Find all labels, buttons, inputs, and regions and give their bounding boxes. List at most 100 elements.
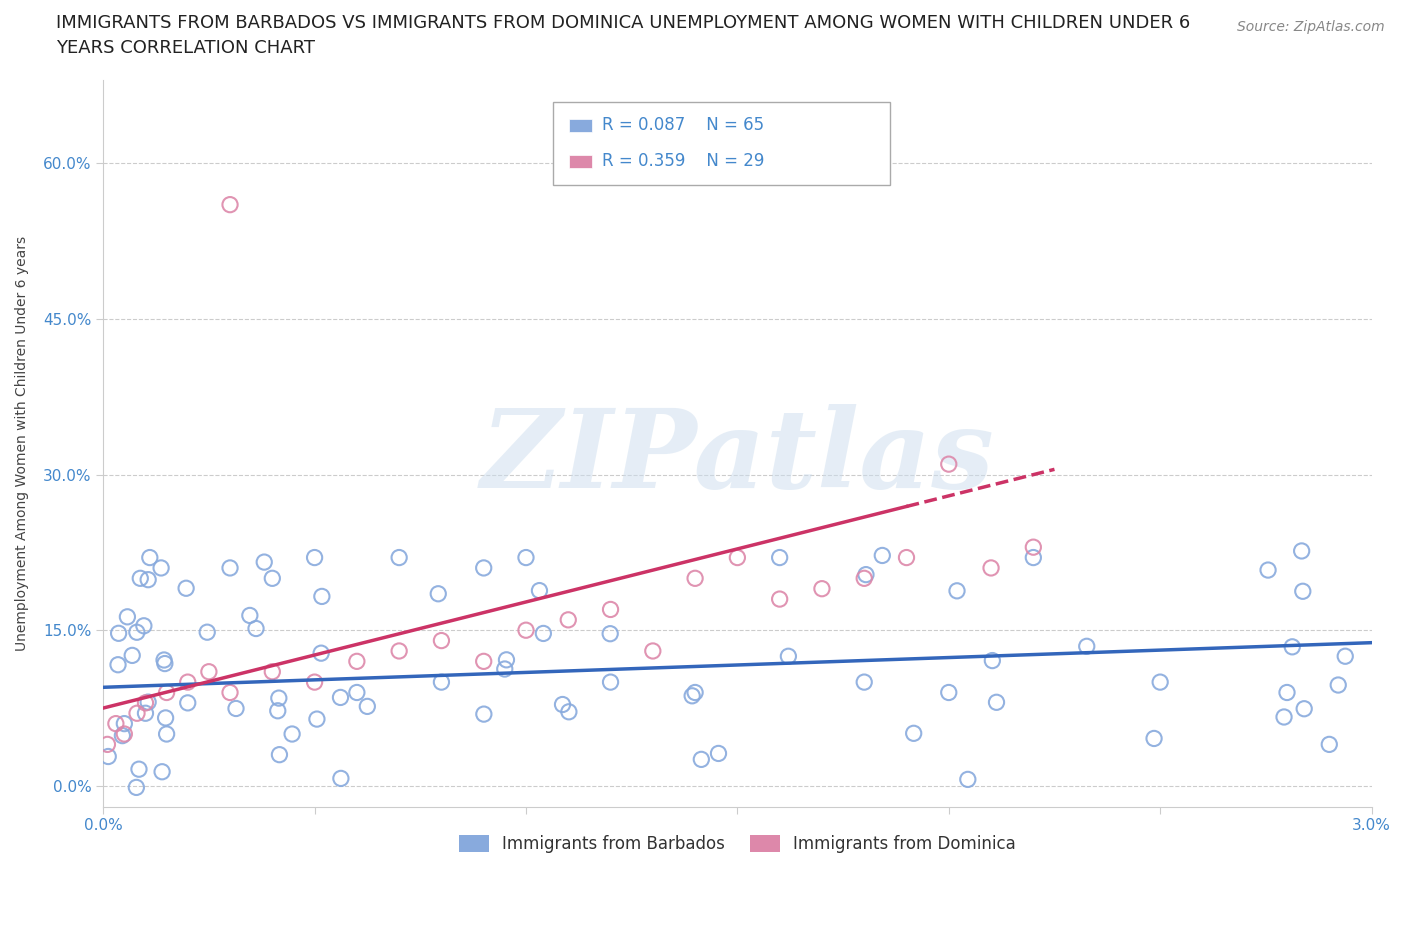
Point: [267, 703, 290, 718]
Point: [388, 551, 411, 565]
Point: [599, 602, 621, 617]
Point: [683, 571, 706, 586]
Point: [150, 561, 173, 576]
Point: [219, 685, 242, 700]
Point: [329, 690, 352, 705]
Point: [430, 633, 453, 648]
Point: [304, 674, 326, 689]
Point: [811, 581, 834, 596]
Point: [1334, 649, 1357, 664]
Point: [117, 609, 139, 624]
Point: [305, 711, 328, 726]
Point: [134, 696, 156, 711]
Point: [136, 695, 159, 710]
Point: [219, 197, 242, 212]
Point: [558, 704, 581, 719]
Point: [153, 657, 176, 671]
Point: [531, 626, 554, 641]
Text: ZIPatlas: ZIPatlas: [481, 405, 994, 512]
Point: [134, 706, 156, 721]
Point: [855, 567, 877, 582]
Point: [104, 716, 127, 731]
Point: [253, 554, 276, 569]
Point: [346, 654, 368, 669]
Point: [245, 621, 267, 636]
Point: [1257, 563, 1279, 578]
Point: [1327, 678, 1350, 693]
Point: [136, 572, 159, 587]
Point: [388, 644, 411, 658]
Point: [125, 625, 148, 640]
Point: [1317, 737, 1340, 751]
Point: [139, 551, 162, 565]
Bar: [554, 102, 890, 185]
Point: [1294, 701, 1316, 716]
Point: [195, 625, 218, 640]
Bar: [568, 155, 592, 168]
Point: [495, 652, 517, 667]
Point: [515, 623, 537, 638]
Point: [980, 561, 1002, 576]
Point: [690, 752, 713, 767]
Point: [472, 561, 495, 576]
Point: [1272, 710, 1295, 724]
Point: [853, 571, 876, 586]
Point: [681, 688, 703, 703]
Point: [309, 645, 332, 660]
Point: [430, 674, 453, 689]
Point: [641, 644, 664, 658]
Point: [111, 728, 134, 743]
Point: [707, 746, 730, 761]
Point: [262, 664, 284, 679]
Point: [778, 649, 800, 664]
Point: [472, 654, 495, 669]
Text: R = 0.359    N = 29: R = 0.359 N = 29: [602, 153, 763, 170]
Point: [96, 737, 118, 751]
Point: [872, 548, 894, 563]
Point: [125, 780, 148, 795]
Point: [150, 764, 173, 779]
Point: [156, 685, 179, 700]
Point: [853, 674, 876, 689]
Point: [427, 586, 450, 601]
Point: [311, 589, 333, 604]
Point: [1281, 640, 1303, 655]
Point: [121, 648, 143, 663]
Point: [97, 749, 120, 764]
Point: [346, 685, 368, 700]
Point: [769, 591, 792, 606]
Bar: [568, 119, 592, 132]
Text: YEARS CORRELATION CHART: YEARS CORRELATION CHART: [56, 39, 315, 57]
Point: [267, 691, 290, 706]
Point: [156, 726, 179, 741]
Point: [281, 726, 304, 741]
Point: [515, 551, 537, 565]
Text: IMMIGRANTS FROM BARBADOS VS IMMIGRANTS FROM DOMINICA UNEMPLOYMENT AMONG WOMEN WI: IMMIGRANTS FROM BARBADOS VS IMMIGRANTS F…: [56, 14, 1191, 32]
Point: [1022, 551, 1045, 565]
Point: [304, 551, 326, 565]
Point: [599, 674, 621, 689]
Point: [177, 696, 200, 711]
Point: [177, 674, 200, 689]
Point: [262, 571, 284, 586]
Point: [769, 551, 792, 565]
Point: [128, 762, 150, 777]
Point: [112, 716, 135, 731]
Point: [683, 685, 706, 700]
Point: [1143, 731, 1166, 746]
Point: [107, 626, 129, 641]
Point: [198, 664, 221, 679]
Point: [1022, 539, 1045, 554]
Point: [239, 608, 262, 623]
Point: [219, 561, 242, 576]
Point: [155, 711, 177, 725]
Point: [725, 551, 748, 565]
Point: [225, 701, 247, 716]
Point: [938, 685, 960, 700]
Point: [529, 583, 551, 598]
Y-axis label: Unemployment Among Women with Children Under 6 years: Unemployment Among Women with Children U…: [15, 236, 30, 651]
Point: [981, 653, 1004, 668]
Point: [112, 726, 135, 741]
Point: [107, 658, 129, 672]
Point: [174, 581, 197, 596]
